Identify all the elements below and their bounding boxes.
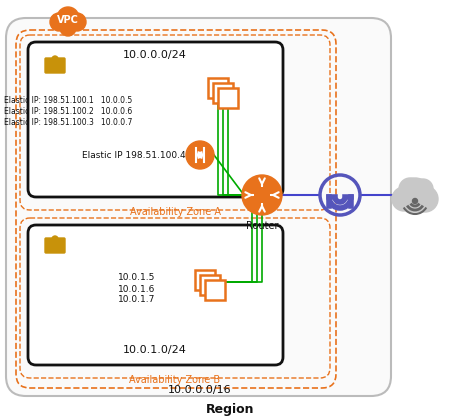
Circle shape [68, 13, 86, 31]
Circle shape [399, 178, 421, 200]
Text: Router: Router [246, 221, 278, 231]
FancyBboxPatch shape [6, 18, 391, 396]
Circle shape [413, 179, 433, 199]
FancyBboxPatch shape [213, 83, 233, 103]
Text: Availability Zone B: Availability Zone B [129, 375, 221, 385]
Text: 10.0.1.7: 10.0.1.7 [117, 296, 155, 304]
FancyBboxPatch shape [218, 88, 238, 108]
FancyBboxPatch shape [28, 225, 283, 365]
Text: Elastic IP: 198.51.100.3   10.0.0.7: Elastic IP: 198.51.100.3 10.0.0.7 [4, 118, 133, 126]
Text: Region: Region [206, 404, 254, 417]
Circle shape [398, 178, 432, 212]
FancyBboxPatch shape [45, 238, 65, 253]
Text: Elastic IP: 198.51.100.2   10.0.0.6: Elastic IP: 198.51.100.2 10.0.0.6 [4, 106, 132, 116]
Circle shape [60, 20, 76, 36]
Circle shape [57, 7, 79, 29]
FancyBboxPatch shape [208, 78, 228, 98]
Circle shape [242, 175, 282, 215]
Circle shape [412, 186, 438, 212]
Text: 10.0.0.0/16: 10.0.0.0/16 [168, 385, 232, 395]
Text: 10.0.1.0/24: 10.0.1.0/24 [123, 345, 187, 355]
FancyBboxPatch shape [205, 280, 225, 300]
Circle shape [413, 198, 418, 203]
Text: 10.0.1.6: 10.0.1.6 [117, 284, 155, 294]
FancyBboxPatch shape [28, 42, 283, 197]
Circle shape [52, 236, 58, 242]
Circle shape [52, 56, 58, 62]
Circle shape [186, 141, 214, 169]
FancyBboxPatch shape [200, 275, 220, 295]
Text: 10.0.0.0/24: 10.0.0.0/24 [123, 50, 187, 60]
Text: 10.0.1.5: 10.0.1.5 [117, 274, 155, 282]
Text: Elastic IP 198.51.100.4: Elastic IP 198.51.100.4 [82, 151, 186, 159]
FancyBboxPatch shape [45, 58, 65, 73]
Text: VPC: VPC [57, 15, 79, 25]
Text: Availability Zone A: Availability Zone A [129, 207, 220, 217]
Circle shape [50, 13, 68, 31]
FancyBboxPatch shape [195, 270, 215, 290]
Circle shape [392, 187, 416, 211]
Text: Elastic IP: 198.51.100.1   10.0.0.5: Elastic IP: 198.51.100.1 10.0.0.5 [4, 95, 132, 105]
